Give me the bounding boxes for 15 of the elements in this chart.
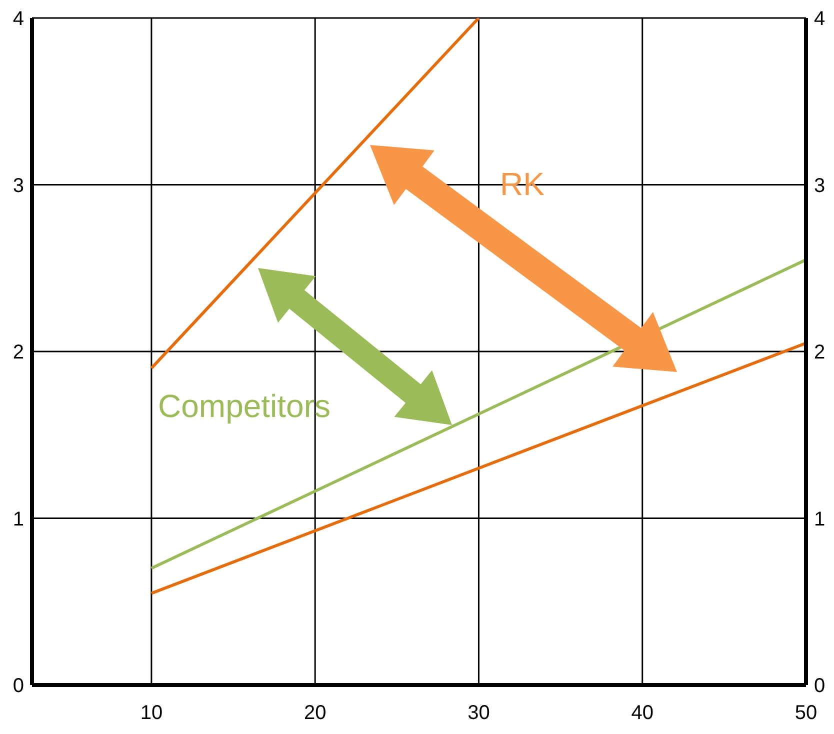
x-tick-label: 50 (794, 702, 818, 724)
y2-tick-label: 1 (814, 508, 826, 530)
y2-tick-label: 4 (814, 8, 826, 30)
x-tick-label: 40 (631, 702, 654, 724)
y-tick-label: 3 (12, 174, 24, 197)
y-tick-label: 2 (12, 342, 24, 364)
x-tick-label: 30 (468, 702, 490, 724)
x-tick-label: 20 (304, 702, 326, 724)
y2-tick-label: 2 (814, 342, 826, 364)
y-tick-label: 1 (12, 508, 24, 530)
x-tick-label: 10 (140, 702, 163, 724)
y2-tick-label: 3 (814, 174, 826, 197)
y-tick-label: 0 (12, 675, 24, 698)
y2-tick-label: 0 (814, 675, 826, 698)
y-tick-label: 4 (12, 8, 24, 30)
